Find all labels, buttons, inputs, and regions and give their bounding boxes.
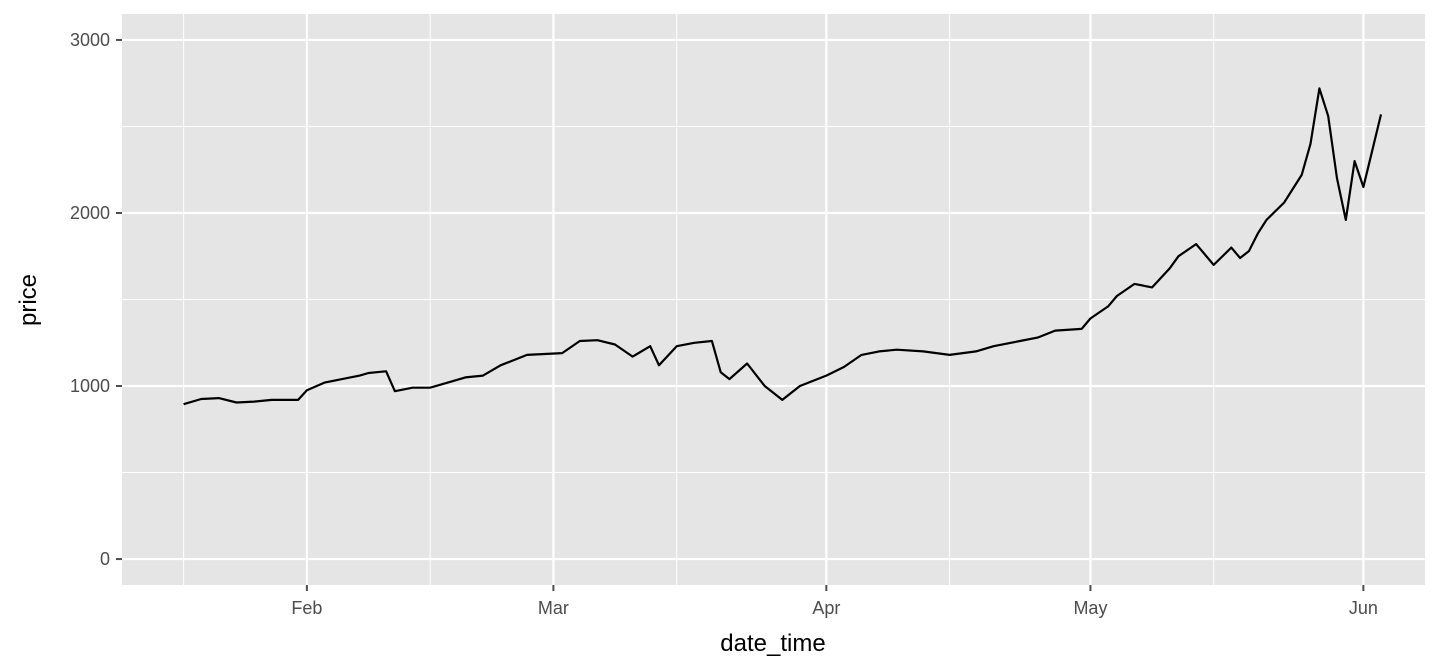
y-axis: 0 1000 2000 3000 [70,30,122,569]
x-axis-title: date_time [720,630,825,657]
price-series-line [183,87,1383,406]
x-tick-label: Mar [538,598,569,618]
y-axis-title: price [15,274,42,326]
minor-gridlines [122,14,1425,585]
x-tick-label: Feb [291,598,322,618]
series-layer [183,87,1383,406]
x-tick-label: Apr [812,598,840,618]
y-tick-label: 2000 [70,203,110,223]
x-axis: Feb Mar Apr May Jun [291,585,1378,618]
y-tick-label: 3000 [70,30,110,50]
major-gridlines [122,14,1425,585]
x-tick-label: May [1073,598,1107,618]
y-tick-label: 1000 [70,376,110,396]
y-tick-label: 0 [100,549,110,569]
x-tick-label: Jun [1349,598,1378,618]
